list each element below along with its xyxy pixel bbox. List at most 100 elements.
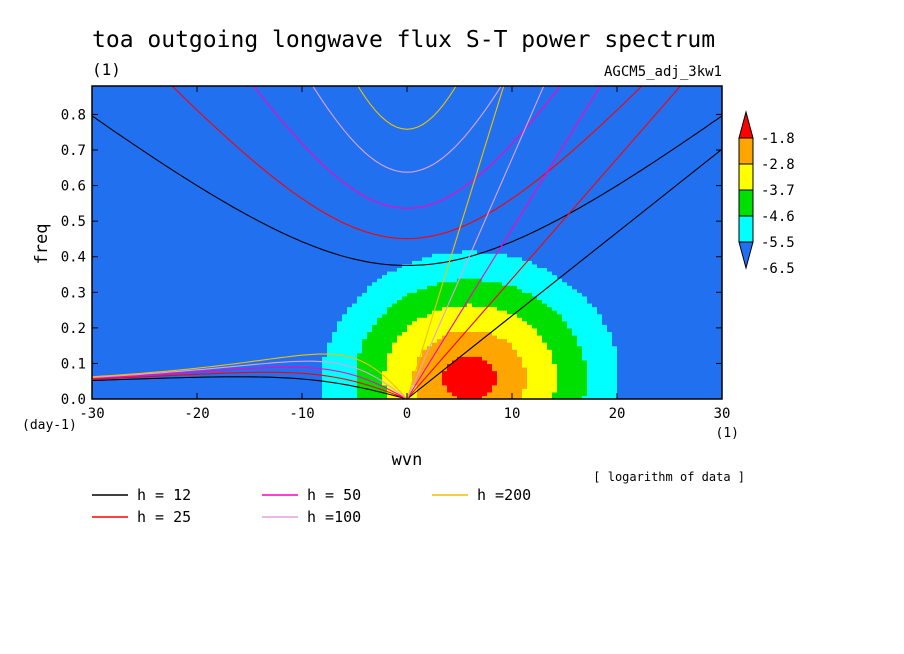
heatmap-cell [102, 121, 108, 126]
heatmap-cell [272, 157, 278, 162]
heatmap-cell [282, 206, 288, 212]
heatmap-cell [97, 214, 103, 219]
heatmap-cell [357, 135, 363, 140]
heatmap-cell [332, 310, 338, 315]
heatmap-cell [252, 292, 258, 297]
heatmap-cell [137, 310, 143, 315]
heatmap-cell [242, 110, 248, 116]
heatmap-cell [102, 128, 108, 133]
heatmap-cell [337, 160, 343, 165]
heatmap-cell [207, 153, 213, 158]
heatmap-cell [362, 185, 368, 190]
heatmap-cell [207, 299, 213, 304]
heatmap-cell [232, 174, 238, 180]
heatmap-cell [252, 110, 258, 116]
heatmap-cell [122, 107, 128, 112]
heatmap-cell [267, 167, 273, 172]
heatmap-cell [277, 96, 283, 101]
heatmap-cell [167, 359, 173, 365]
heatmap-cell [267, 356, 273, 361]
heatmap-cell [257, 178, 263, 183]
heatmap-cell [197, 352, 203, 357]
heatmap-cell [227, 331, 233, 336]
heatmap-cell [247, 107, 253, 112]
heatmap-cell [287, 164, 293, 169]
heatmap-cell [282, 313, 288, 318]
heatmap-cell [197, 313, 203, 318]
heatmap-cell [172, 238, 178, 244]
heatmap-cell [157, 93, 163, 98]
heatmap-cell [287, 167, 293, 172]
heatmap-cell [307, 334, 313, 340]
heatmap-cell [262, 267, 268, 272]
heatmap-cell [187, 352, 193, 357]
heatmap-cell [127, 331, 133, 336]
heatmap-cell [302, 86, 308, 91]
heatmap-cell [112, 238, 118, 244]
heatmap-cell [252, 299, 258, 304]
heatmap-cell [247, 320, 253, 325]
heatmap-cell [242, 86, 248, 91]
heatmap-cell [237, 139, 243, 144]
heatmap-cell [222, 331, 228, 336]
heatmap-cell [202, 103, 208, 108]
heatmap-cell [152, 153, 158, 158]
heatmap-cell [347, 174, 353, 180]
heatmap-cell [332, 125, 338, 130]
heatmap-cell [247, 86, 253, 91]
heatmap-cell [142, 295, 148, 301]
heatmap-cell [187, 89, 193, 94]
heatmap-cell [147, 395, 153, 399]
heatmap-cell [162, 185, 168, 190]
heatmap-cell [332, 93, 338, 98]
heatmap-cell [362, 320, 368, 325]
heatmap-cell [277, 164, 283, 169]
heatmap-cell [112, 359, 118, 365]
heatmap-cell [347, 199, 353, 204]
heatmap-cell [287, 391, 293, 397]
heatmap-cell [322, 206, 328, 212]
heatmap-cell [247, 160, 253, 165]
heatmap-cell [357, 338, 363, 343]
heatmap-cell [257, 363, 263, 368]
heatmap-cell [342, 103, 348, 108]
heatmap-cell [187, 281, 193, 286]
heatmap-cell [337, 292, 343, 297]
heatmap-cell [312, 125, 318, 130]
heatmap-cell [222, 182, 228, 187]
heatmap-cell [287, 132, 293, 137]
heatmap-cell [337, 164, 343, 169]
heatmap-cell [257, 146, 263, 151]
heatmap-cell [282, 107, 288, 112]
heatmap-cell [127, 199, 133, 204]
heatmap-cell [177, 249, 183, 254]
heatmap-cell [302, 374, 308, 379]
heatmap-cell [217, 317, 223, 322]
heatmap-cell [252, 171, 258, 176]
heatmap-cell [237, 107, 243, 112]
heatmap-cell [162, 331, 168, 336]
heatmap-cell [187, 146, 193, 151]
heatmap-cell [187, 242, 193, 247]
heatmap-cell [172, 306, 178, 311]
heatmap-cell [337, 338, 343, 343]
heatmap-cell [172, 388, 178, 393]
heatmap-cell [337, 139, 343, 144]
heatmap-cell [277, 146, 283, 151]
heatmap-cell [167, 246, 173, 251]
heatmap-cell [352, 249, 358, 254]
heatmap-cell [352, 263, 358, 268]
heatmap-cell [122, 302, 128, 308]
heatmap-cell [232, 167, 238, 172]
heatmap-cell [252, 221, 258, 226]
heatmap-cell [332, 167, 338, 172]
heatmap-cell [372, 206, 378, 212]
heatmap-cell [182, 299, 188, 304]
heatmap-cell [107, 381, 113, 386]
heatmap-cell [287, 242, 293, 247]
heatmap-cell [242, 189, 248, 194]
heatmap-cell [187, 285, 193, 290]
heatmap-cell [107, 132, 113, 137]
heatmap-cell [162, 384, 168, 389]
heatmap-cell [142, 146, 148, 151]
